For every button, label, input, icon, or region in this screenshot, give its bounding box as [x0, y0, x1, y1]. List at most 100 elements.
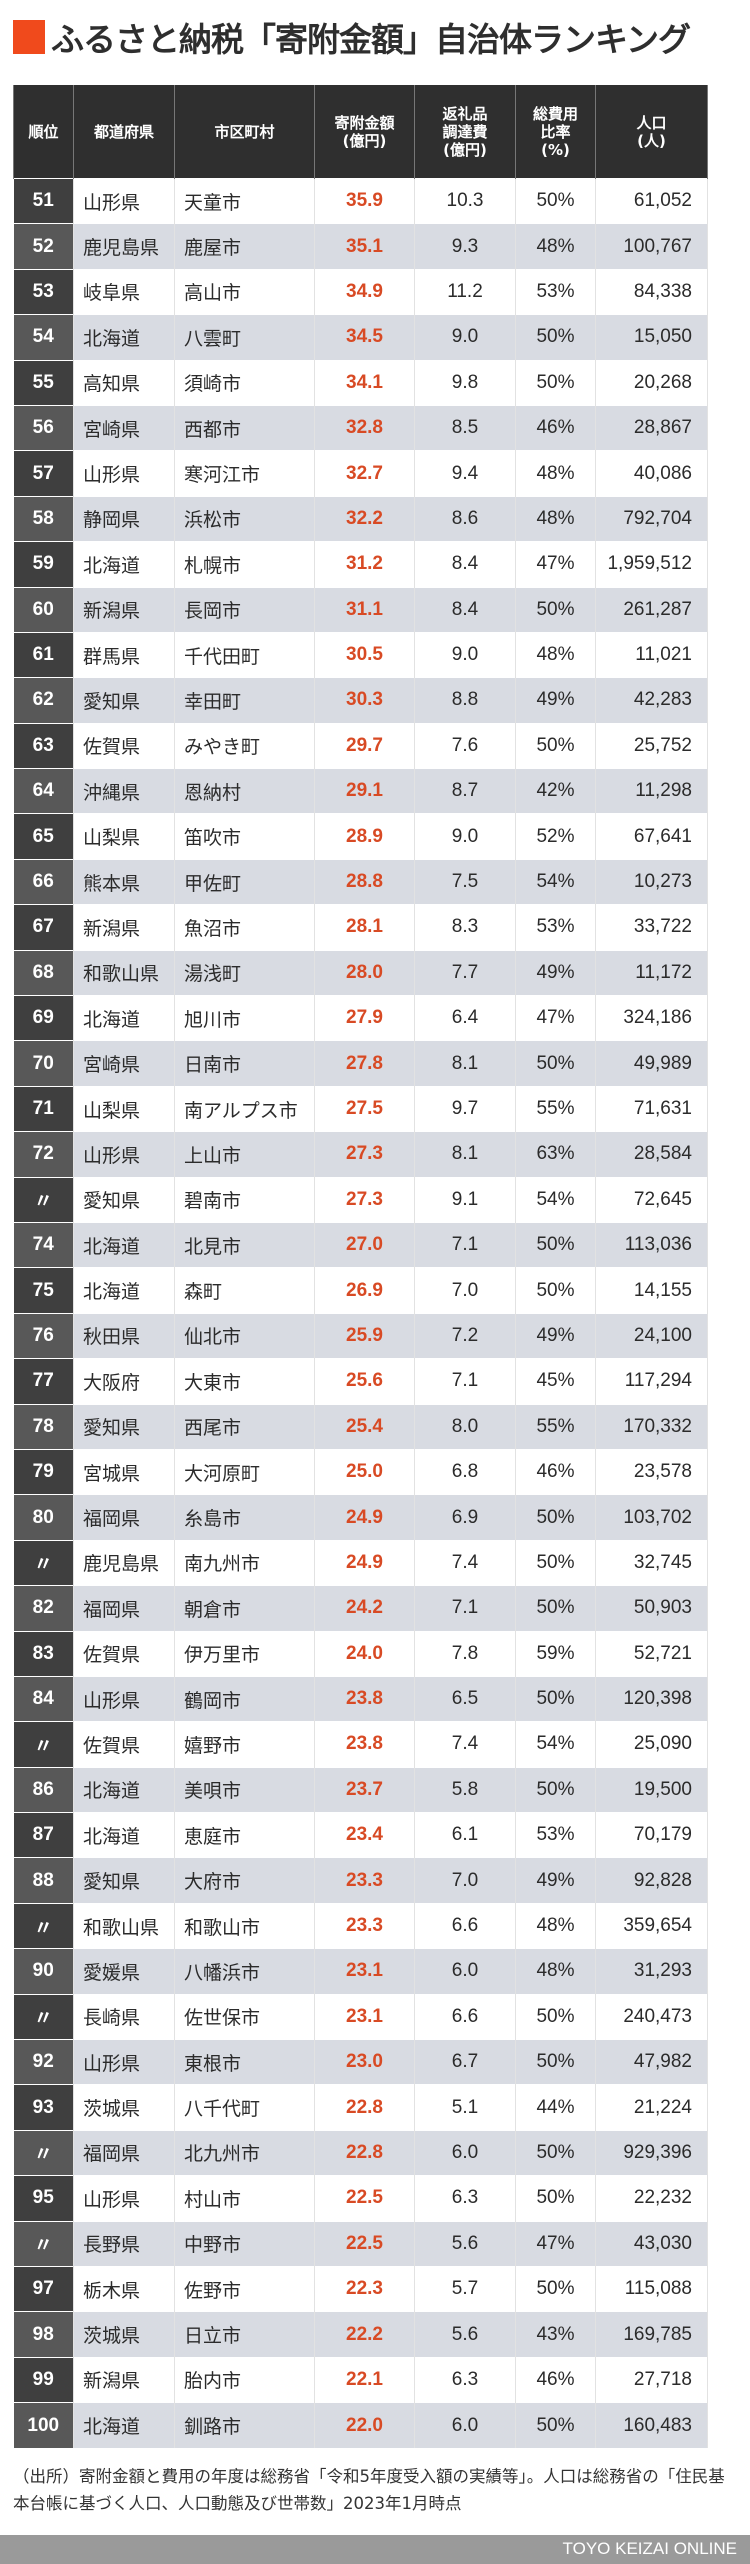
municipality-cell: 大河原町	[174, 1448, 315, 1495]
donation-amount-cell: 28.1	[314, 904, 415, 951]
municipality-cell: みやき町	[174, 722, 315, 769]
cost-ratio-cell: 53%	[515, 268, 596, 315]
rank-cell: 88	[13, 1857, 74, 1904]
table-row: 67 新潟県 魚沼市 28.1 8.3 53% 33,722	[13, 904, 708, 951]
cost-ratio-cell: 45%	[515, 1358, 596, 1405]
footer-bar: TOYO KEIZAI ONLINE	[0, 2535, 750, 2564]
rank-cell: 100	[13, 2402, 74, 2449]
donation-amount-cell: 22.8	[314, 2084, 415, 2131]
municipality-cell: 笛吹市	[174, 813, 315, 860]
donation-amount-cell: 32.7	[314, 450, 415, 497]
gift-cost-cell: 6.0	[414, 2402, 516, 2449]
population-cell: 19,500	[595, 1766, 708, 1813]
donation-amount-cell: 34.5	[314, 314, 415, 361]
cost-ratio-cell: 46%	[515, 404, 596, 451]
gift-cost-cell: 7.4	[414, 1539, 516, 1586]
rank-cell: 69	[13, 995, 74, 1041]
gift-cost-cell: 6.3	[414, 2356, 516, 2403]
rank-cell: 68	[13, 949, 74, 996]
donation-amount-cell: 30.3	[314, 677, 415, 724]
cost-ratio-cell: 50%	[515, 722, 596, 769]
rank-cell: 78	[13, 1403, 74, 1450]
donation-amount-cell: 23.1	[314, 1993, 415, 2040]
population-cell: 100,767	[595, 223, 708, 270]
population-cell: 929,396	[595, 2129, 708, 2176]
municipality-cell: 中野市	[174, 2220, 315, 2267]
table-row: 65 山梨県 笛吹市 28.9 9.0 52% 67,641	[13, 813, 708, 860]
donation-amount-cell: 30.5	[314, 631, 415, 678]
gift-cost-cell: 9.8	[414, 359, 516, 406]
donation-amount-cell: 25.6	[314, 1358, 415, 1405]
donation-amount-cell: 25.0	[314, 1448, 415, 1495]
municipality-cell: 釧路市	[174, 2402, 315, 2449]
prefecture-cell: 佐賀県	[73, 722, 175, 769]
population-cell: 43,030	[595, 2220, 708, 2267]
table-row: 57 山形県 寒河江市 32.7 9.4 48% 40,086	[13, 450, 708, 497]
table-row: 83 佐賀県 伊万里市 24.0 7.8 59% 52,721	[13, 1630, 708, 1677]
gift-cost-cell: 8.8	[414, 677, 516, 724]
cost-ratio-cell: 50%	[515, 586, 596, 633]
cost-ratio-cell: 50%	[515, 1221, 596, 1268]
population-cell: 28,867	[595, 404, 708, 451]
table-row: 51 山形県 天童市 35.9 10.3 50% 61,052	[13, 177, 708, 224]
municipality-cell: 恵庭市	[174, 1812, 315, 1858]
donation-amount-cell: 23.3	[314, 1857, 415, 1904]
cost-ratio-cell: 46%	[515, 2356, 596, 2403]
municipality-cell: 甲佐町	[174, 858, 315, 905]
cost-ratio-cell: 47%	[515, 995, 596, 1041]
table-row: 88 愛知県 大府市 23.3 7.0 49% 92,828	[13, 1857, 708, 1904]
municipality-cell: 南アルプス市	[174, 1085, 315, 1132]
municipality-cell: 佐世保市	[174, 1993, 315, 2040]
donation-amount-cell: 35.1	[314, 223, 415, 270]
donation-amount-cell: 29.1	[314, 768, 415, 814]
donation-amount-cell: 32.2	[314, 495, 415, 542]
table-row: 76 秋田県 仙北市 25.9 7.2 49% 24,100	[13, 1312, 708, 1359]
municipality-cell: 八幡浜市	[174, 1948, 315, 1995]
population-cell: 359,654	[595, 1902, 708, 1949]
population-cell: 20,268	[595, 359, 708, 406]
donation-amount-cell: 22.3	[314, 2265, 415, 2312]
table-row: 61 群馬県 千代田町 30.5 9.0 48% 11,021	[13, 631, 708, 678]
municipality-cell: 大府市	[174, 1857, 315, 1904]
table-row: 56 宮崎県 西都市 32.8 8.5 46% 28,867	[13, 404, 708, 451]
prefecture-cell: 福岡県	[73, 1494, 175, 1541]
table-row: 64 沖縄県 恩納村 29.1 8.7 42% 11,298	[13, 768, 708, 814]
donation-amount-cell: 23.4	[314, 1812, 415, 1858]
rank-cell: 71	[13, 1085, 74, 1132]
municipality-cell: 森町	[174, 1267, 315, 1314]
rank-cell: 〃	[13, 1993, 74, 2040]
population-cell: 11,021	[595, 631, 708, 678]
municipality-cell: 高山市	[174, 268, 315, 315]
population-cell: 32,745	[595, 1539, 708, 1586]
gift-cost-cell: 8.4	[414, 586, 516, 633]
donation-amount-cell: 28.0	[314, 949, 415, 996]
cost-ratio-cell: 44%	[515, 2084, 596, 2131]
prefecture-cell: 長崎県	[73, 1993, 175, 2040]
municipality-cell: 西尾市	[174, 1403, 315, 1450]
table-row: 86 北海道 美唄市 23.7 5.8 50% 19,500	[13, 1766, 708, 1813]
rank-cell: 57	[13, 450, 74, 497]
gift-cost-cell: 9.1	[414, 1176, 516, 1223]
population-cell: 24,100	[595, 1312, 708, 1359]
rank-cell: 80	[13, 1494, 74, 1541]
gift-cost-cell: 6.8	[414, 1448, 516, 1495]
cost-ratio-cell: 49%	[515, 677, 596, 724]
rank-cell: 95	[13, 2175, 74, 2222]
gift-cost-cell: 6.3	[414, 2175, 516, 2222]
gift-cost-cell: 6.7	[414, 2039, 516, 2085]
municipality-cell: 西都市	[174, 404, 315, 451]
prefecture-cell: 愛媛県	[73, 1948, 175, 1995]
prefecture-cell: 静岡県	[73, 495, 175, 542]
gift-cost-cell: 6.4	[414, 995, 516, 1041]
prefecture-cell: 新潟県	[73, 2356, 175, 2403]
population-cell: 31,293	[595, 1948, 708, 1995]
table-row: 71 山梨県 南アルプス市 27.5 9.7 55% 71,631	[13, 1085, 708, 1132]
population-cell: 52,721	[595, 1630, 708, 1677]
table-row: 〃和歌山県 和歌山市 23.3 6.6 48% 359,654	[13, 1902, 708, 1949]
prefecture-cell: 長野県	[73, 2220, 175, 2267]
population-cell: 21,224	[595, 2084, 708, 2131]
gift-cost-cell: 10.3	[414, 177, 516, 224]
donation-amount-cell: 25.9	[314, 1312, 415, 1359]
prefecture-cell: 愛知県	[73, 1403, 175, 1450]
prefecture-cell: 北海道	[73, 995, 175, 1041]
